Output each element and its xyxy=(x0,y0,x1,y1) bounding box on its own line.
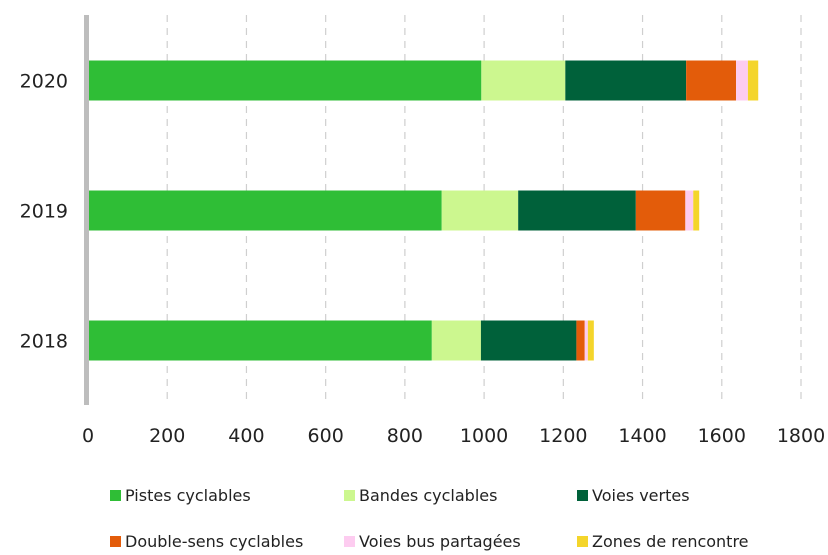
x-tick-label-1200: 1200 xyxy=(539,425,587,447)
bar-2020-zones-de-rencontre xyxy=(747,60,759,101)
legend: Pistes cyclables Bandes cyclables Voies ve… xyxy=(110,486,749,551)
legend-swatch-double-sens-cyclables xyxy=(110,536,121,547)
x-tick-label-1800: 1800 xyxy=(777,425,825,447)
x-tick-label-1400: 1400 xyxy=(618,425,666,447)
legend-label-zones-de-rencontre: Zones de rencontre xyxy=(592,532,749,551)
bar-2018-voies-vertes xyxy=(480,320,577,361)
bar-2020-voies-bus-partag-es xyxy=(736,60,748,101)
x-tick-label-800: 800 xyxy=(387,425,423,447)
legend-label-voies-vertes: Voies vertes xyxy=(592,486,690,505)
legend-label-double-sens-cyclables: Double-sens cyclables xyxy=(125,532,303,551)
bar-2019-voies-vertes xyxy=(518,190,636,231)
bar-2020-double-sens-cyclables xyxy=(686,60,737,101)
bars-layer xyxy=(88,60,759,361)
bar-2019-bandes-cyclables xyxy=(441,190,519,231)
legend-swatch-bandes-cyclables xyxy=(344,490,355,501)
bar-2018-zones-de-rencontre xyxy=(587,320,594,361)
bar-2018-pistes-cyclables xyxy=(88,320,432,361)
bar-2019-zones-de-rencontre xyxy=(693,190,700,231)
bar-2019-double-sens-cyclables xyxy=(635,190,686,231)
legend-swatch-pistes-cyclables xyxy=(110,490,121,501)
x-tick-label-1600: 1600 xyxy=(698,425,746,447)
bar-2018-bandes-cyclables xyxy=(431,320,481,361)
y-tick-label-2020: 2020 xyxy=(20,71,68,93)
legend-swatch-voies-vertes xyxy=(577,490,588,501)
y-tick-label-2018: 2018 xyxy=(20,331,68,353)
x-tick-label-1000: 1000 xyxy=(460,425,508,447)
x-tick-label-400: 400 xyxy=(228,425,264,447)
y-tick-label-2019: 2019 xyxy=(20,201,68,223)
x-tick-label-200: 200 xyxy=(149,425,185,447)
bar-2018-voies-bus-partag-es xyxy=(584,320,588,361)
bar-2018-double-sens-cyclables xyxy=(576,320,585,361)
bar-2020-bandes-cyclables xyxy=(481,60,566,101)
bar-2019-voies-bus-partag-es xyxy=(685,190,694,231)
x-tick-label-600: 600 xyxy=(308,425,344,447)
legend-label-bandes-cyclables: Bandes cyclables xyxy=(359,486,497,505)
x-tick-label-0: 0 xyxy=(82,425,94,447)
legend-label-pistes-cyclables: Pistes cyclables xyxy=(125,486,251,505)
bar-2019-pistes-cyclables xyxy=(88,190,442,231)
legend-label-voies-bus-partag-es: Voies bus partagées xyxy=(359,532,521,551)
legend-swatch-zones-de-rencontre xyxy=(577,536,588,547)
axis-layer: 0 200 400 600 800 1000 1200 1400 1600 1800 2020 201… xyxy=(20,15,825,447)
bar-2020-voies-vertes xyxy=(565,60,687,101)
legend-swatch-voies-bus-partag-es xyxy=(344,536,355,547)
bar-2020-pistes-cyclables xyxy=(88,60,482,101)
